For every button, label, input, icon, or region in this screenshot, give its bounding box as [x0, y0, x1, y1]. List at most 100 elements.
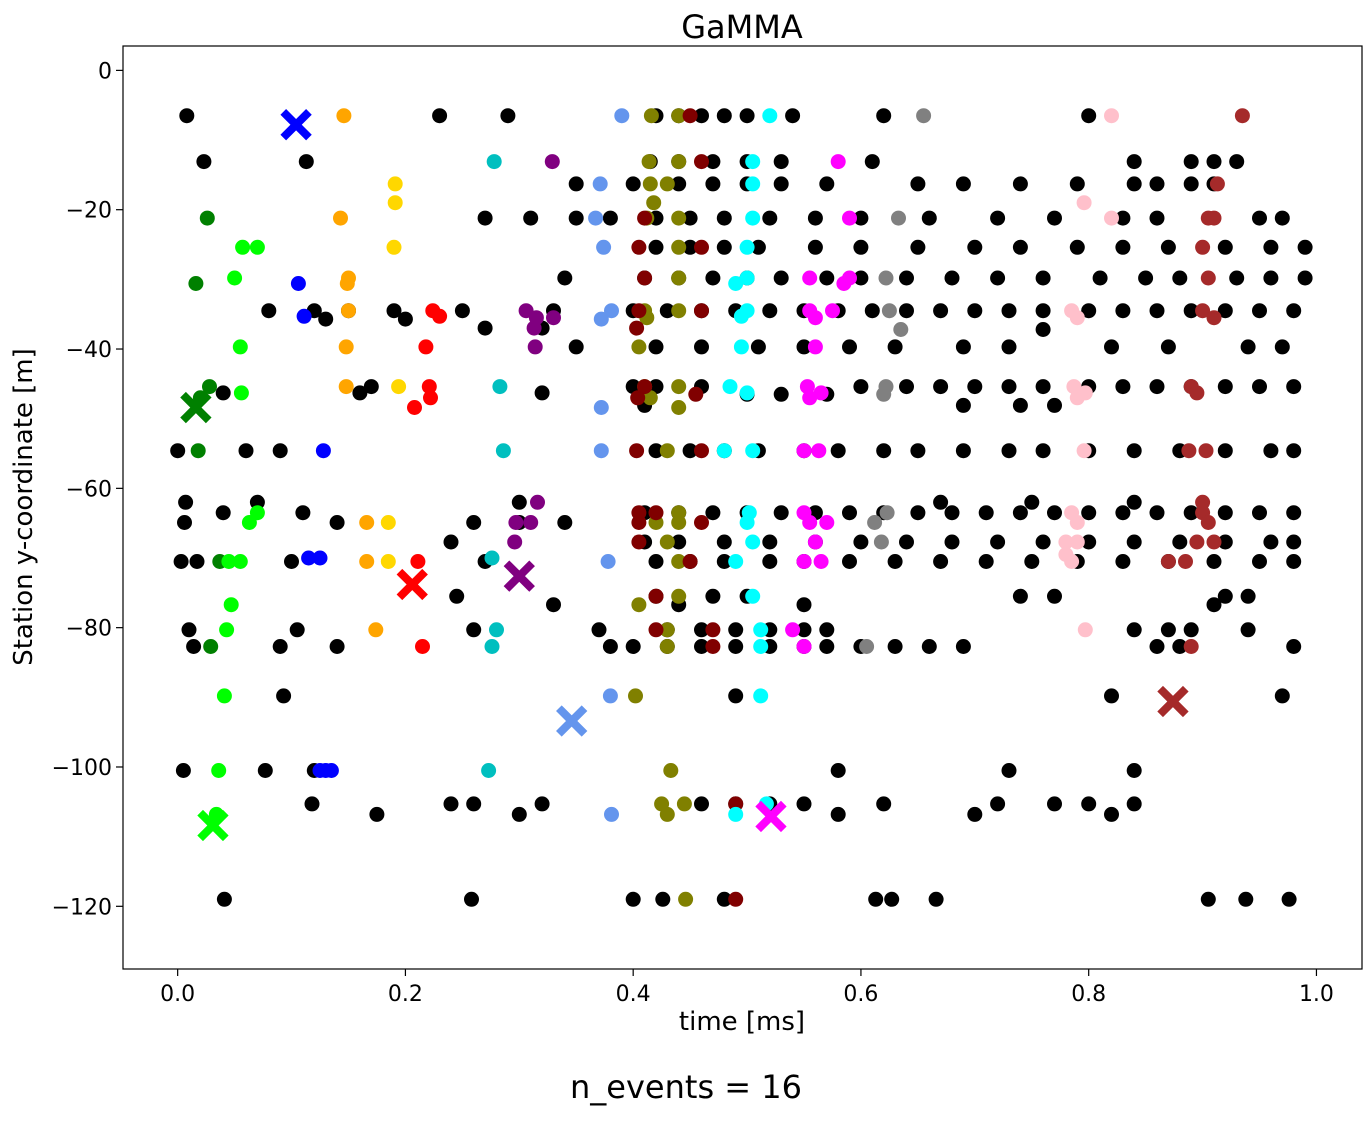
data-point: [1229, 154, 1245, 170]
y-tick-label: −60: [66, 477, 112, 502]
data-point: [876, 108, 892, 124]
data-point: [819, 639, 835, 654]
data-point: [557, 270, 573, 286]
data-point: [716, 534, 732, 550]
data-point: [1077, 622, 1093, 638]
data-point: [944, 505, 960, 521]
data-point: [329, 639, 345, 654]
data-point: [802, 390, 818, 406]
data-point: [671, 554, 687, 569]
data-point: [296, 308, 312, 324]
data-point: [642, 390, 658, 406]
y-axis-ticks: 0 −20 −40 −60 −80 −100 −120: [52, 59, 123, 920]
data-point: [842, 339, 857, 355]
data-point: [694, 622, 709, 638]
data-point: [1160, 622, 1176, 638]
data-point: [1035, 270, 1051, 286]
data-point: [688, 386, 704, 402]
data-point: [1209, 176, 1225, 192]
data-point: [1217, 588, 1233, 604]
data-point: [219, 622, 235, 638]
data-point: [671, 515, 687, 530]
series-group: [188, 210, 228, 654]
data-point: [1081, 534, 1097, 550]
data-point: [910, 239, 926, 255]
data-point: [671, 379, 687, 395]
data-point: [716, 554, 732, 569]
data-point: [407, 400, 422, 415]
data-point: [295, 505, 311, 521]
data-point: [1149, 210, 1165, 226]
data-point: [811, 443, 827, 459]
data-point: [227, 270, 243, 286]
data-point: [272, 639, 288, 654]
data-point: [568, 339, 584, 355]
data-point: [694, 443, 709, 459]
data-point: [363, 379, 379, 395]
y-tick-label: −80: [66, 617, 112, 642]
data-point: [1238, 891, 1254, 907]
data-point: [807, 239, 823, 255]
data-point: [315, 443, 331, 459]
data-point: [933, 379, 949, 395]
axes-frame: [122, 45, 1363, 970]
x-tick-label: 1.0: [1299, 982, 1334, 1007]
data-point: [1183, 639, 1199, 654]
data-point: [1286, 534, 1302, 550]
data-point: [602, 639, 618, 654]
data-point: [773, 270, 789, 286]
data-point: [646, 195, 662, 211]
data-point: [298, 154, 314, 170]
data-point: [1126, 534, 1142, 550]
data-point: [933, 494, 949, 510]
data-point: [588, 210, 604, 226]
data-point: [289, 622, 305, 638]
data-point: [694, 239, 709, 255]
data-point: [1274, 339, 1290, 355]
data-point: [1076, 443, 1092, 459]
data-point: [1149, 379, 1165, 395]
data-point: [762, 108, 778, 124]
data-point: [593, 311, 609, 327]
data-point: [739, 385, 755, 401]
data-point: [1172, 270, 1188, 286]
data-point: [1149, 303, 1165, 319]
data-point: [716, 891, 732, 907]
data-point: [705, 270, 721, 286]
data-point: [323, 763, 339, 778]
data-point: [1069, 310, 1085, 326]
y-tick-label: 0: [98, 59, 112, 84]
data-point: [175, 763, 191, 778]
data-point: [1195, 494, 1211, 510]
data-point: [1035, 443, 1051, 459]
data-point: [202, 379, 217, 395]
data-point: [694, 515, 709, 530]
data-point: [1001, 339, 1017, 355]
data-point: [705, 588, 721, 604]
data-point: [637, 210, 653, 226]
data-point: [1076, 195, 1092, 211]
data-point: [530, 494, 545, 510]
data-point: [1104, 108, 1119, 124]
data-point: [762, 303, 778, 319]
data-point: [899, 303, 914, 319]
data-point: [625, 176, 641, 192]
data-point: [881, 303, 897, 319]
data-point: [1263, 239, 1279, 255]
data-point: [853, 239, 869, 255]
data-point: [893, 322, 909, 337]
data-point: [481, 763, 497, 778]
data-point: [745, 443, 761, 459]
data-point: [318, 311, 334, 327]
data-point: [1200, 515, 1216, 530]
data-point: [785, 108, 801, 124]
series-group: [170, 108, 1313, 907]
data-point: [1297, 270, 1313, 286]
data-point: [879, 505, 895, 521]
data-point: [705, 622, 721, 638]
data-point: [527, 339, 543, 355]
data-point: [443, 534, 459, 550]
data-point: [955, 176, 971, 192]
data-point: [631, 534, 647, 550]
